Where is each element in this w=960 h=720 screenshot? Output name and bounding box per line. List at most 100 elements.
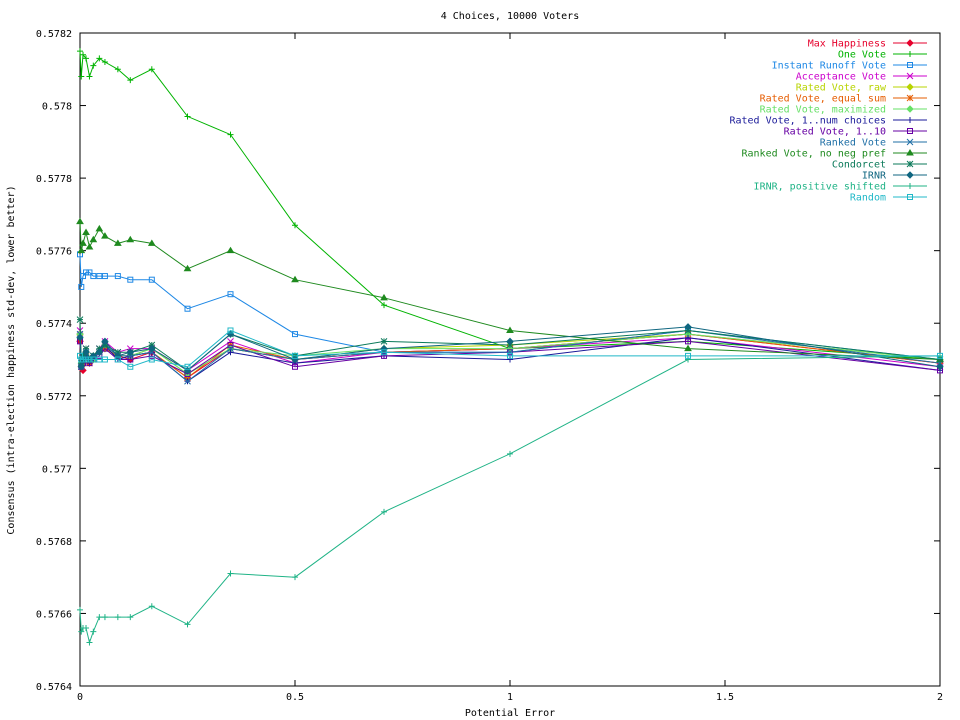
legend-marker xyxy=(906,160,914,168)
data-point xyxy=(78,73,85,80)
legend-label: Rated Vote, 1..10 xyxy=(784,127,886,138)
data-point xyxy=(126,348,135,356)
data-point xyxy=(101,59,108,66)
data-point xyxy=(291,275,299,283)
data-point xyxy=(227,327,234,334)
x-tick-label: 1 xyxy=(507,692,513,703)
legend-label: Rated Vote, raw xyxy=(796,83,887,94)
data-point xyxy=(148,276,155,283)
data-point xyxy=(936,363,944,371)
data-point xyxy=(380,344,388,353)
data-point xyxy=(78,628,85,635)
data-point xyxy=(86,269,93,276)
data-point xyxy=(148,356,155,363)
axis-ticks: 0.5764 0.5766 0.5768 0.577 0.5772 0.5774 0.577… xyxy=(36,29,943,703)
data-point xyxy=(381,349,388,356)
data-point xyxy=(76,316,84,323)
legend-marker xyxy=(907,128,913,134)
data-point xyxy=(380,293,388,301)
legend-label: Random xyxy=(850,193,886,204)
data-point xyxy=(184,377,191,385)
data-point xyxy=(80,51,87,58)
data-point xyxy=(83,269,90,276)
data-point xyxy=(86,73,93,80)
series-1 xyxy=(77,48,943,363)
series-line xyxy=(79,51,941,360)
legend-marker xyxy=(907,62,913,68)
data-point xyxy=(184,305,191,312)
data-point xyxy=(77,352,83,359)
data-point xyxy=(77,48,83,55)
y-tick-label: 0.5774 xyxy=(36,319,72,330)
legend-label: One Vote xyxy=(838,50,886,61)
series-line xyxy=(79,355,941,645)
data-point xyxy=(381,508,388,515)
data-point xyxy=(292,222,298,229)
series-14 xyxy=(77,327,943,370)
data-point xyxy=(381,352,388,359)
data-point xyxy=(96,55,103,62)
x-axis-label: Potential Error xyxy=(465,708,555,719)
data-point xyxy=(227,570,234,577)
data-point xyxy=(507,352,513,359)
data-point xyxy=(148,352,155,359)
data-point xyxy=(127,614,134,621)
data-point xyxy=(126,235,135,243)
data-point xyxy=(90,273,97,280)
legend-label: Rated Vote, maximized xyxy=(760,105,886,116)
legend-marker xyxy=(906,105,914,113)
y-tick-label: 0.578 xyxy=(42,102,72,113)
data-point xyxy=(89,235,98,243)
data-point xyxy=(95,348,104,356)
data-point xyxy=(227,345,234,352)
data-point xyxy=(381,302,388,309)
data-point xyxy=(86,639,93,646)
data-point xyxy=(82,228,90,236)
data-point xyxy=(79,239,87,246)
data-point xyxy=(148,344,156,353)
data-point xyxy=(114,66,121,73)
data-point xyxy=(80,273,87,280)
legend-label: IRNR xyxy=(862,171,887,182)
data-point xyxy=(226,246,235,254)
y-tick-label: 0.5772 xyxy=(36,392,72,403)
legend-marker xyxy=(906,39,914,47)
legend-marker xyxy=(907,183,913,189)
y-tick-label: 0.5782 xyxy=(36,29,72,40)
y-tick-label: 0.5778 xyxy=(36,174,72,185)
x-tick-label: 0.5 xyxy=(286,692,304,703)
y-tick-label: 0.5776 xyxy=(36,247,72,258)
series-13 xyxy=(77,352,943,646)
legend-marker xyxy=(907,117,913,123)
data-point xyxy=(96,614,103,621)
legend-marker xyxy=(907,194,913,200)
data-point xyxy=(90,62,97,69)
legend-label: Max Happiness xyxy=(808,39,886,50)
data-point xyxy=(184,621,191,628)
x-tick-label: 1.5 xyxy=(716,692,734,703)
legend-label: Rated Vote, 1..num choices xyxy=(729,116,886,127)
x-tick-label: 2 xyxy=(937,692,943,703)
data-point xyxy=(101,614,108,621)
data-point xyxy=(684,323,692,331)
data-point xyxy=(380,338,388,345)
data-point xyxy=(685,338,692,345)
data-point xyxy=(685,334,692,341)
data-point xyxy=(183,264,192,272)
data-point xyxy=(147,239,156,246)
data-point xyxy=(936,356,944,363)
data-point xyxy=(148,66,155,73)
legend-marker xyxy=(906,149,914,156)
data-point xyxy=(685,352,692,359)
legend-label: Rated Vote, equal sum xyxy=(760,94,886,105)
data-point xyxy=(85,243,94,250)
data-point xyxy=(96,273,103,280)
data-point xyxy=(148,603,155,610)
data-point xyxy=(127,77,134,84)
data-point xyxy=(184,363,191,370)
data-point xyxy=(101,232,109,239)
data-point xyxy=(101,273,108,280)
data-point xyxy=(114,614,121,621)
chart-title: 4 Choices, 10000 Voters xyxy=(441,11,579,22)
